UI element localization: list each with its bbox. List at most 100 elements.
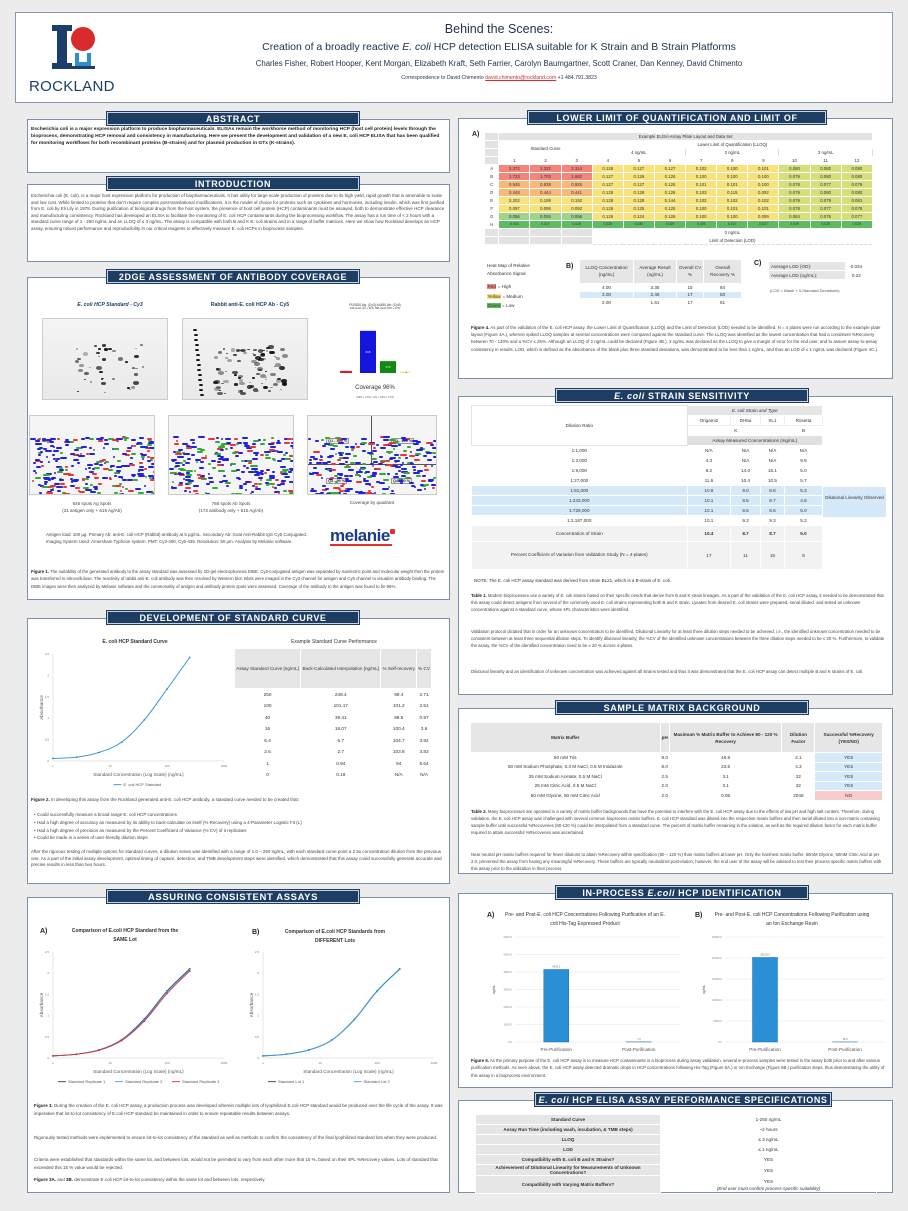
overlay-spot	[288, 490, 293, 493]
gel-spot	[260, 374, 267, 379]
data-point	[98, 751, 100, 754]
series-line	[52, 969, 190, 1057]
legend-label: Standard Lot 1	[278, 1079, 305, 1084]
overlay-spot	[112, 447, 120, 450]
series-line	[52, 657, 191, 759]
table-cell: 0.19	[300, 768, 382, 781]
plate-row-label: G	[483, 211, 500, 221]
overlay-spot	[282, 490, 287, 493]
overlay-spot	[288, 455, 292, 458]
overlay-spot	[113, 492, 119, 494]
fig5b-label: B)	[695, 912, 703, 919]
bar-data-label: 4143.1	[552, 964, 560, 968]
overlay-spot	[34, 493, 40, 494]
row-spacer	[498, 235, 531, 245]
plate-well: 0.202	[498, 195, 531, 205]
concentration-value: 9.6	[783, 455, 824, 466]
plate-row: C 0.945 0.938 0.925 0.127 0.127 0.126 0.101 0.10…	[483, 179, 874, 189]
overlay-spot	[282, 471, 287, 474]
overlay-spot	[320, 476, 324, 479]
melanie-logo: melanie	[330, 526, 395, 546]
plate-well: 0.126	[653, 171, 687, 181]
overlay-spot	[355, 491, 360, 494]
overlay-spot	[32, 480, 35, 483]
table-cell: 0	[233, 768, 302, 781]
overlay-spot	[69, 478, 73, 481]
overlay-spot	[200, 456, 207, 459]
overlay-spot	[378, 482, 385, 485]
plate-footer-row: 0 ng/mL	[483, 227, 874, 237]
poster-subtitle: Creation of a broadly reactive E. coli H…	[116, 38, 882, 56]
gel-spot	[274, 363, 282, 368]
table-cell: 15	[675, 283, 705, 292]
overlay-spot	[324, 443, 331, 446]
coverage-bar-label: 173	[385, 365, 390, 369]
table-cell: 2.7	[300, 745, 382, 758]
table-cell: 25 mM Sodium Acetate, 0.5 M NaCl	[470, 771, 661, 782]
y-tick-label: 5000.0	[503, 953, 512, 957]
standard-curve-label: Standard Curve	[498, 140, 593, 157]
overlay-spot	[372, 472, 378, 475]
overlay-spot	[267, 443, 275, 446]
table-cell: 248.4	[300, 688, 382, 701]
overlay-spot	[389, 492, 395, 494]
gel-spot	[100, 378, 104, 380]
gel-spot	[281, 379, 287, 383]
column-header: Average Result (ng/mL)	[633, 259, 677, 284]
plate-well: 1.682	[560, 171, 593, 181]
overlay-spot	[181, 443, 188, 446]
y-tick-label: 10000.0	[712, 998, 723, 1002]
overlay-spot	[42, 486, 49, 489]
overlay-spot	[281, 468, 289, 471]
gel-spot	[99, 370, 104, 374]
plate-well: 1.703	[529, 171, 562, 181]
fig5a-title: Pre- and Post-E. coli HCP Concentrations…	[505, 912, 665, 927]
email-link[interactable]: david.chimento@rockland.com	[485, 75, 557, 81]
overlay-spot	[251, 467, 259, 470]
overlay-spot	[275, 441, 282, 444]
overlay-spot	[38, 453, 41, 456]
y-tick-label: 6000.0	[503, 935, 512, 939]
overlay-spot	[412, 471, 420, 474]
overlay-spot	[132, 478, 139, 481]
overlay-spot	[276, 460, 283, 463]
overlay-spot	[253, 482, 258, 485]
strain-note: NOTE: The E. coli HCP assay standard was…	[474, 578, 671, 583]
overlay-spot	[287, 471, 293, 474]
overlay-spot	[421, 479, 427, 482]
overlay-spot	[265, 454, 270, 457]
overlay-spot	[204, 492, 208, 494]
overlay-spot	[310, 455, 315, 458]
overlay-spot	[370, 485, 375, 488]
x-tick-label: 1	[262, 1061, 264, 1065]
overlay-spot	[34, 459, 41, 462]
overlay-spot	[430, 443, 434, 446]
table-cell: 4.3	[781, 761, 816, 772]
overlay-spot	[207, 473, 211, 476]
gel-spot	[234, 383, 238, 386]
gel-spot	[108, 347, 113, 351]
criteria-item: • Had a high degree of precision as meas…	[34, 827, 247, 833]
overlay-spot	[184, 486, 192, 489]
overlay-spot	[363, 479, 369, 482]
gel-spot	[253, 348, 257, 352]
overlay-spot	[200, 449, 205, 452]
gel-spot	[225, 357, 228, 359]
overlay-spot	[403, 472, 411, 475]
plate-well: 0.101	[747, 203, 780, 213]
overlay-spot	[262, 439, 266, 442]
row-label: Percent Coefficient of Variation from Va…	[471, 541, 688, 570]
overlay-spot	[334, 437, 341, 440]
gel-spot	[240, 391, 247, 396]
plate-well: 0.097	[498, 203, 531, 213]
heat-legend-swatch: Yellow	[487, 293, 502, 299]
authors: Charles Fisher, Robert Hooper, Kent Morg…	[255, 59, 743, 68]
gel-spot	[246, 384, 253, 389]
overlay-spot	[52, 453, 56, 456]
overlay-spot	[197, 474, 201, 477]
overlay-spot	[416, 448, 423, 451]
spec-name: Compatibility with Varying Matrix Buffer…	[475, 1175, 661, 1194]
overlay-spot	[72, 439, 79, 442]
overlay-spot	[371, 449, 377, 452]
overlay-spot	[320, 456, 323, 459]
